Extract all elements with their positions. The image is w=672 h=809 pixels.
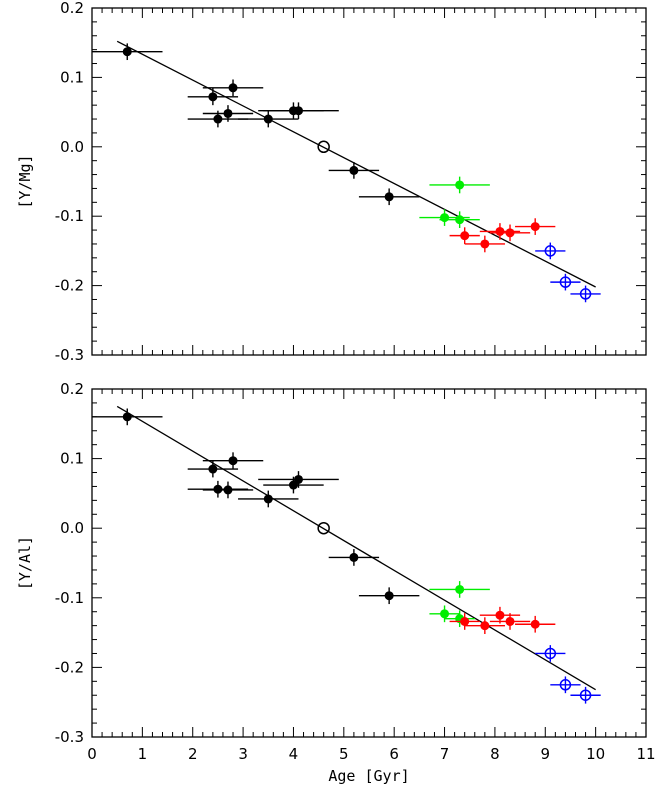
open-marker-sun <box>317 140 330 154</box>
data-point-black <box>349 552 359 562</box>
plot-frame <box>91 388 647 738</box>
x-tick-label: 4 <box>289 745 299 763</box>
y-tick-label: 0.0 <box>60 519 84 537</box>
fit-line <box>116 405 596 691</box>
data-point-green <box>440 213 450 223</box>
data-point-green <box>455 584 465 594</box>
data-point-red <box>495 610 505 620</box>
data-point-black <box>228 456 238 466</box>
y-tick-label: 0.2 <box>60 380 84 398</box>
open-marker-blue <box>579 288 592 300</box>
data-point-black <box>122 47 132 57</box>
x-tick-label: 1 <box>138 745 148 763</box>
y-tick-label: -0.3 <box>55 346 84 364</box>
x-tick-label: 6 <box>389 745 399 763</box>
data-point-red <box>480 621 490 631</box>
data-point-red <box>495 226 505 236</box>
x-axis-title: Age [Gyr] <box>328 767 409 785</box>
plot-frame <box>91 7 647 356</box>
x-tick-label: 5 <box>339 745 349 763</box>
y-axis-title: [Y/Al] <box>16 536 34 590</box>
data-point-black <box>213 114 223 124</box>
panel-y-al: -0.3 -0.2 -0.1 0.0 0.1 0.2 0 1 2 3 4 5 6 7 8 9 10 11 [Y/Al… <box>16 380 656 785</box>
data-point-green <box>455 180 465 190</box>
panel-y-mg: -0.3 -0.2 -0.1 0.0 0.1 0.2 [Y/Mg] <box>16 0 647 364</box>
data-point-black <box>263 494 273 504</box>
data-point-green <box>455 215 465 225</box>
x-tick-label: 2 <box>188 745 198 763</box>
data-point-red <box>460 616 470 626</box>
x-tick-label: 11 <box>636 745 655 763</box>
data-point-black <box>223 108 233 118</box>
data-point-black <box>384 192 394 202</box>
data-point-green <box>440 609 450 619</box>
data-point-black <box>228 83 238 93</box>
open-marker-blue <box>559 276 572 288</box>
open-marker-blue <box>559 679 572 691</box>
data-point-black <box>263 114 273 124</box>
open-marker-blue <box>544 245 557 257</box>
data-point-red <box>480 239 490 249</box>
y-tick-label: 0.0 <box>60 138 84 156</box>
x-tick-label: 9 <box>540 745 550 763</box>
data-point-black <box>223 485 233 495</box>
open-marker-blue <box>579 689 592 701</box>
open-marker-sun <box>317 521 330 535</box>
x-tick-label: 10 <box>586 745 605 763</box>
y-tick-label: -0.1 <box>55 207 84 225</box>
y-tick-label: 0.1 <box>60 68 84 86</box>
y-tick-label: 0.2 <box>60 0 84 17</box>
data-point-black <box>293 106 303 116</box>
x-tick-label: 3 <box>238 745 248 763</box>
data-point-black <box>208 464 218 474</box>
open-marker-blue <box>544 647 557 660</box>
data-point-red <box>505 228 515 238</box>
data-point-red <box>530 619 540 629</box>
data-point-red <box>530 222 540 232</box>
data-point-red <box>460 231 470 241</box>
y-tick-label: -0.2 <box>55 658 84 676</box>
data-point-black <box>208 92 218 102</box>
x-tick-label: 7 <box>440 745 450 763</box>
data-point-red <box>505 616 515 626</box>
y-tick-label: -0.1 <box>55 589 84 607</box>
y-tick-label: -0.2 <box>55 277 84 295</box>
y-tick-label: -0.3 <box>55 728 84 746</box>
x-tick-label: 8 <box>490 745 500 763</box>
fit-line <box>116 40 596 288</box>
data-point-black <box>293 474 303 484</box>
data-point-black <box>384 591 394 601</box>
x-tick-label: 0 <box>87 745 97 763</box>
data-point-black <box>122 412 132 422</box>
y-axis-title: [Y/Mg] <box>16 154 34 208</box>
data-point-black <box>349 165 359 175</box>
y-tick-label: 0.1 <box>60 450 84 468</box>
